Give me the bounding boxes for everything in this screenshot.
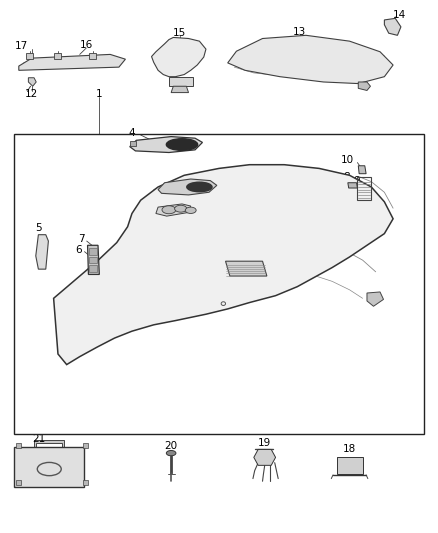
Polygon shape: [88, 245, 99, 274]
Polygon shape: [171, 86, 188, 93]
Text: 2: 2: [254, 281, 261, 292]
Text: 16: 16: [80, 41, 93, 51]
Text: CHRYSLER: CHRYSLER: [36, 477, 63, 482]
Text: 12: 12: [25, 89, 39, 99]
Polygon shape: [156, 204, 191, 216]
Polygon shape: [130, 136, 202, 152]
Polygon shape: [14, 447, 84, 487]
Polygon shape: [169, 77, 193, 86]
Text: 19: 19: [258, 438, 271, 448]
Text: 11: 11: [229, 249, 242, 259]
Text: 17: 17: [14, 42, 28, 52]
Text: 4: 4: [129, 128, 135, 138]
Text: 15: 15: [173, 28, 187, 38]
Polygon shape: [54, 53, 61, 59]
Text: 9: 9: [353, 175, 360, 185]
Polygon shape: [83, 480, 88, 485]
Text: 13: 13: [293, 27, 306, 37]
Polygon shape: [16, 443, 21, 448]
Ellipse shape: [175, 205, 187, 212]
Polygon shape: [158, 179, 217, 195]
Bar: [14, 134, 424, 433]
Polygon shape: [89, 257, 97, 263]
Polygon shape: [26, 53, 33, 59]
Polygon shape: [226, 261, 267, 276]
Polygon shape: [358, 82, 371, 91]
Text: 18: 18: [343, 445, 356, 455]
Text: 20: 20: [165, 441, 178, 451]
Polygon shape: [348, 183, 357, 188]
Text: 6: 6: [75, 245, 82, 255]
Polygon shape: [89, 265, 97, 272]
Polygon shape: [358, 166, 366, 174]
Polygon shape: [367, 292, 384, 306]
Polygon shape: [34, 440, 64, 447]
Polygon shape: [254, 449, 276, 465]
Polygon shape: [36, 235, 48, 269]
Text: 21: 21: [32, 434, 45, 444]
Text: 1: 1: [96, 89, 102, 99]
Ellipse shape: [166, 450, 176, 456]
Text: 3: 3: [235, 285, 242, 295]
Polygon shape: [53, 165, 393, 365]
Polygon shape: [89, 248, 97, 255]
Ellipse shape: [185, 207, 196, 214]
Polygon shape: [152, 37, 206, 77]
Polygon shape: [130, 141, 136, 146]
Ellipse shape: [187, 182, 212, 192]
Text: 7: 7: [78, 234, 85, 244]
Polygon shape: [89, 53, 96, 59]
Polygon shape: [83, 443, 88, 448]
Text: 2: 2: [248, 292, 255, 302]
Ellipse shape: [166, 139, 198, 150]
Polygon shape: [16, 480, 21, 485]
Polygon shape: [336, 457, 363, 474]
Polygon shape: [28, 78, 36, 86]
Polygon shape: [228, 35, 393, 84]
Polygon shape: [19, 54, 125, 70]
Text: 8: 8: [343, 172, 350, 182]
Ellipse shape: [162, 206, 176, 214]
Polygon shape: [385, 18, 401, 35]
Text: 5: 5: [35, 223, 42, 233]
Text: 10: 10: [341, 156, 354, 165]
Text: 14: 14: [393, 10, 406, 20]
